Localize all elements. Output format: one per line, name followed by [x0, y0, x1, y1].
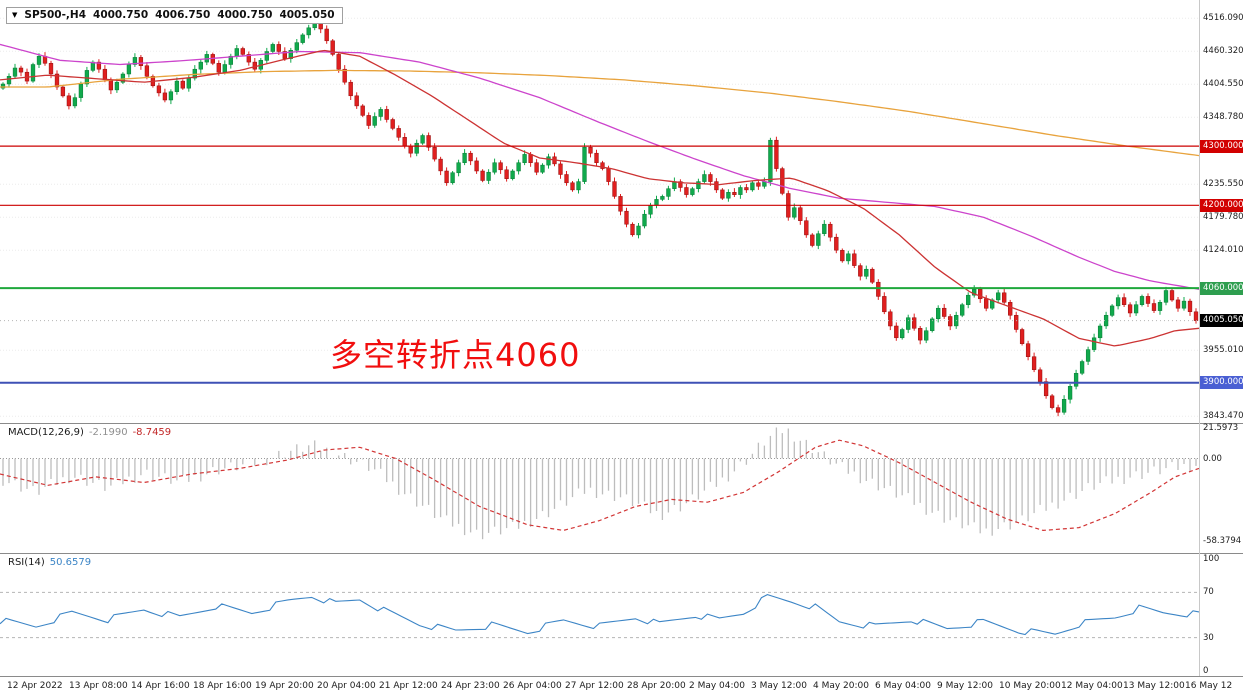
- time-tick-label: 12 May 04:00: [1061, 681, 1123, 691]
- macd-tick-label: 21.5973: [1203, 423, 1239, 434]
- time-tick-label: 19 Apr 20:00: [255, 681, 314, 691]
- rsi-value: 50.6579: [49, 557, 92, 568]
- price-tick-label: 4516.090: [1203, 13, 1243, 24]
- symbol-period-label: SP500-,H4: [24, 9, 87, 21]
- current-price-badge: 4005.050: [1200, 314, 1243, 328]
- price-tick-label: 4124.010: [1203, 245, 1243, 256]
- rsi-tick-label: 70: [1203, 587, 1214, 598]
- time-tick-label: 2 May 04:00: [689, 681, 745, 691]
- ohlc-open: 4000.750: [93, 9, 149, 21]
- price-tick-label: 4179.780: [1203, 212, 1243, 223]
- ohlc-low: 4000.750: [217, 9, 273, 21]
- price-tick-label: 4235.550: [1203, 179, 1243, 190]
- annotation-text[interactable]: 多空转折点4060: [330, 336, 581, 374]
- price-tick-label: 4404.550: [1203, 79, 1243, 90]
- macd-tick-label: -58.3794: [1203, 535, 1242, 546]
- price-level-badge: 4060.000: [1200, 281, 1243, 295]
- time-tick-label: 14 Apr 16:00: [131, 681, 190, 691]
- time-tick-label: 21 Apr 12:00: [379, 681, 438, 691]
- time-tick-label: 9 May 12:00: [937, 681, 993, 691]
- price-tick-label: 3843.470: [1203, 411, 1243, 422]
- time-tick-label: 18 Apr 16:00: [193, 681, 252, 691]
- time-tick-label: 12 Apr 2022: [7, 681, 63, 691]
- symbol-ohlc-box: ▼ SP500-,H4 4000.750 4006.750 4000.750 4…: [6, 7, 343, 24]
- ohlc-close: 4005.050: [279, 9, 335, 21]
- price-level-badge: 3900.000: [1200, 376, 1243, 390]
- time-tick-label: 26 Apr 04:00: [503, 681, 562, 691]
- rsi-tick-label: 0: [1203, 666, 1209, 677]
- rsi-tick-label: 30: [1203, 632, 1214, 643]
- rsi-name: RSI(14): [8, 557, 45, 568]
- time-tick-label: 20 Apr 04:00: [317, 681, 376, 691]
- time-tick-label: 10 May 20:00: [999, 681, 1061, 691]
- time-tick-label: 6 May 04:00: [875, 681, 931, 691]
- time-tick-label: 24 Apr 23:00: [441, 681, 500, 691]
- macd-name: MACD(12,26,9): [8, 427, 84, 438]
- macd-tick-label: 0.00: [1203, 453, 1222, 464]
- collapse-arrow-icon[interactable]: ▼: [12, 11, 18, 19]
- price-level-badge: 4300.000: [1200, 139, 1243, 153]
- price-tick-label: 3955.010: [1203, 345, 1243, 356]
- rsi-indicator-label: RSI(14) 50.6579: [8, 557, 91, 568]
- price-tick-label: 4460.320: [1203, 46, 1243, 57]
- time-tick-label: 16 May 12: [1185, 681, 1233, 691]
- macd-indicator-label: MACD(12,26,9) -2.1990 -8.7459: [8, 427, 171, 438]
- rsi-tick-label: 100: [1203, 553, 1220, 564]
- price-level-badge: 4200.000: [1200, 198, 1243, 212]
- time-tick-label: 28 Apr 20:00: [627, 681, 686, 691]
- time-tick-label: 13 Apr 08:00: [69, 681, 128, 691]
- time-tick-label: 3 May 12:00: [751, 681, 807, 691]
- price-tick-label: 4348.780: [1203, 112, 1243, 123]
- time-tick-label: 13 May 12:00: [1123, 681, 1185, 691]
- macd-signal-value: -8.7459: [132, 427, 172, 438]
- time-tick-label: 4 May 20:00: [813, 681, 869, 691]
- ohlc-high: 4006.750: [155, 9, 211, 21]
- macd-main-value: -2.1990: [88, 427, 128, 438]
- time-tick-label: 27 Apr 12:00: [565, 681, 624, 691]
